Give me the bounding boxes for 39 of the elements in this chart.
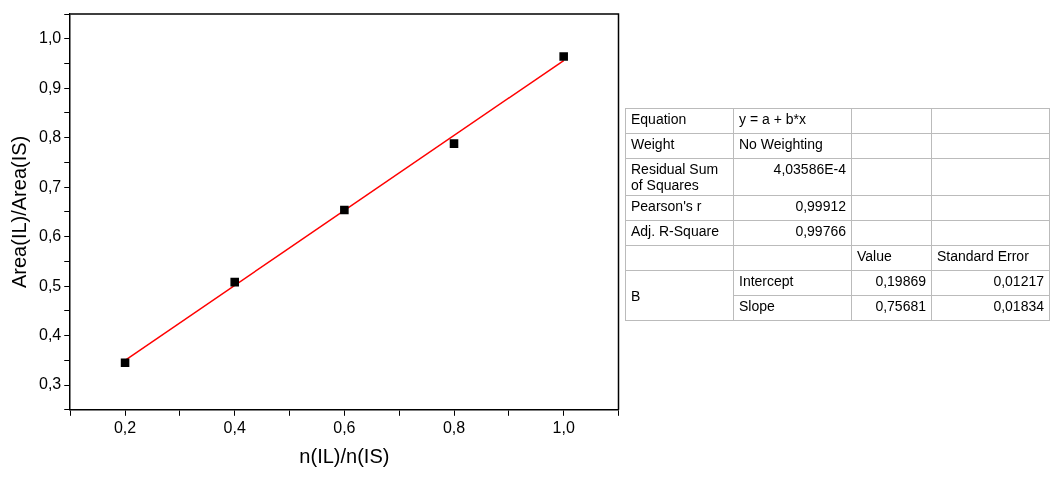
y-tick-label: 0,4 — [38, 325, 62, 343]
point — [340, 205, 349, 215]
text: y = a + b*x — [739, 111, 806, 127]
y-tick-label: 0,7 — [38, 177, 62, 195]
point — [449, 139, 459, 148]
y-tick-label: 0,5 — [38, 276, 62, 294]
text: 0,99766 — [795, 223, 846, 239]
text: No Weighting — [739, 136, 823, 152]
x-tick-label: 0,8 — [442, 418, 466, 436]
y-tick-label: 0,6 — [38, 227, 62, 245]
text: 0,19869 — [875, 273, 926, 289]
text: 0,01217 — [993, 273, 1044, 289]
text: Residual Sum of Squares — [631, 161, 719, 193]
y-tick-label: 0,9 — [38, 78, 62, 96]
point — [559, 52, 568, 61]
point — [120, 358, 130, 368]
text: Pearson's r — [631, 198, 702, 214]
text: Equation — [631, 111, 687, 127]
text: 0,99912 — [795, 198, 846, 214]
y-tick-label: 1,0 — [38, 29, 62, 47]
y-tick-label: 0,8 — [38, 128, 62, 146]
y-axis-title: Area(IL)/Area(IS) — [7, 135, 30, 289]
x-tick-label: 0,2 — [113, 418, 137, 436]
text: Standard Error — [937, 248, 1029, 264]
text: Weight — [631, 136, 675, 152]
x-tick-label: 0,4 — [223, 418, 246, 436]
text: Value — [857, 248, 892, 264]
x-axis-title: n(IL)/n(IS) — [299, 444, 390, 467]
text: Slope — [739, 298, 775, 314]
y-tick-label: 0,3 — [38, 375, 62, 393]
text: B — [631, 287, 641, 304]
text: 0,75681 — [875, 298, 926, 314]
text: Intercept — [739, 273, 794, 289]
text: 4,03586E-4 — [773, 161, 846, 177]
x-tick-label: 0,6 — [333, 418, 356, 436]
x-tick-label: 1,0 — [552, 418, 575, 436]
text: Adj. R-Square — [631, 223, 719, 239]
text: 0,01834 — [993, 298, 1044, 314]
point — [230, 277, 240, 287]
